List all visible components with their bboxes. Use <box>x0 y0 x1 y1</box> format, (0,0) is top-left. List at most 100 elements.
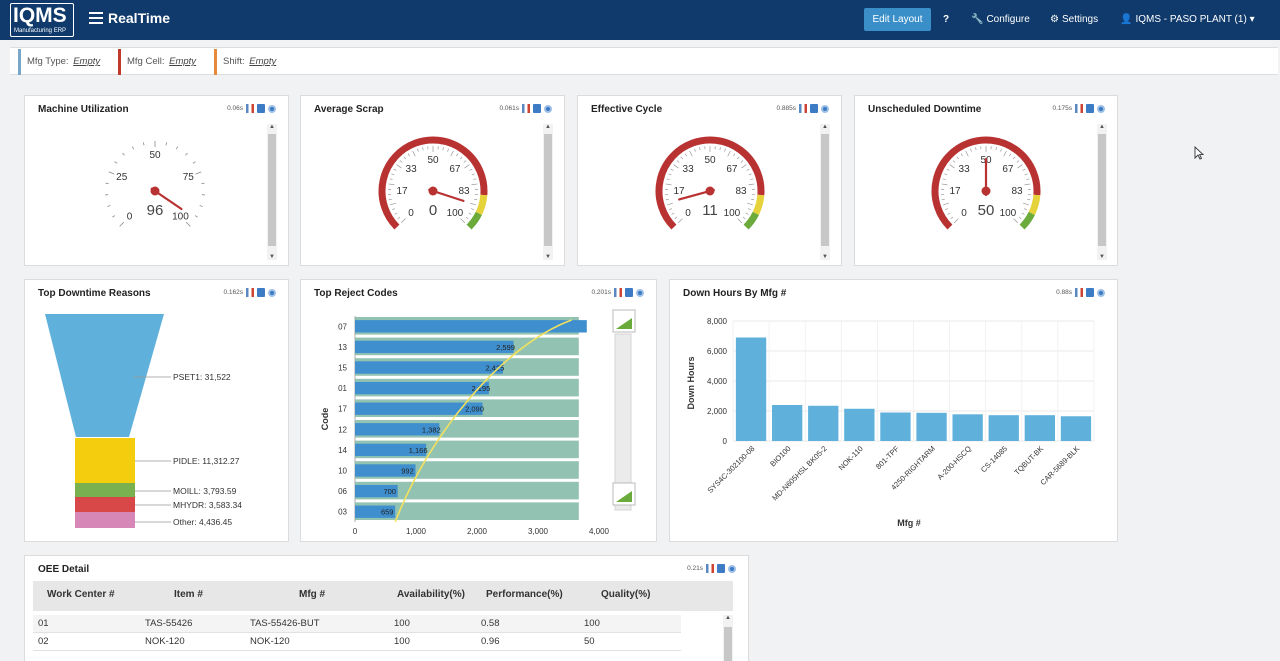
gauge-tick <box>397 216 401 220</box>
document-icon[interactable] <box>257 288 265 297</box>
caret-down-icon: ▾ <box>1249 14 1255 25</box>
column-header[interactable]: Quality(%) <box>601 589 651 600</box>
table-row[interactable]: 02 NOK-120 NOK-120 100 0.96 50 <box>33 633 681 651</box>
configure-button[interactable]: 🔧 Configure <box>971 14 1030 25</box>
widget-settings-icon[interactable] <box>728 564 736 573</box>
gauge-band-yellow <box>1028 194 1041 215</box>
flag-icon[interactable] <box>1075 288 1083 297</box>
load-time: 0.885s <box>776 105 796 112</box>
widget-settings-icon[interactable] <box>1097 104 1105 113</box>
widget-settings-icon[interactable] <box>268 104 276 113</box>
scrollbar[interactable]: ▲ ▼ <box>820 124 830 260</box>
widget-settings-icon[interactable] <box>1097 288 1105 297</box>
widget-effective-cycle: Effective Cycle 0.885s 0 17 33 50 67 83 100 11 … <box>577 95 842 266</box>
gauge-tick <box>388 198 392 201</box>
funnel-label: MHYDR: 3,583.34 <box>173 500 242 510</box>
gauge-tick <box>1017 164 1023 169</box>
scroll-down-icon[interactable]: ▼ <box>1099 254 1105 260</box>
gauge-tick-label: 83 <box>735 186 747 197</box>
scroll-thumb[interactable] <box>544 134 552 246</box>
filter-label: Shift: <box>223 56 245 67</box>
gauge-tick <box>460 218 466 224</box>
gauge-tick <box>1009 153 1012 157</box>
flag-icon[interactable] <box>799 104 807 113</box>
gauge-tick <box>470 208 475 211</box>
widget-title: Top Downtime Reasons <box>38 288 151 299</box>
document-icon[interactable] <box>257 104 265 113</box>
document-icon[interactable] <box>1086 288 1094 297</box>
scroll-up-icon[interactable]: ▲ <box>725 615 731 621</box>
scrollbar[interactable]: ▲ ▼ <box>1097 124 1107 260</box>
gauge-tick-label: 17 <box>673 186 685 197</box>
column-header[interactable]: Work Center # <box>47 589 115 600</box>
filter-value[interactable]: Empty <box>73 56 101 67</box>
flag-icon[interactable] <box>614 288 622 297</box>
scroll-track <box>614 333 632 511</box>
column-header[interactable]: Mfg # <box>299 589 326 600</box>
gauge-tick-label: 100 <box>447 208 464 219</box>
scroll-thumb[interactable] <box>268 134 276 246</box>
flag-icon[interactable] <box>246 104 254 113</box>
widget-settings-icon[interactable] <box>821 104 829 113</box>
gauge-tick <box>114 161 118 164</box>
document-icon[interactable] <box>1086 104 1094 113</box>
widget-settings-icon[interactable] <box>636 288 644 297</box>
bar-value-label: 2,195 <box>472 384 491 393</box>
gauge-tick <box>943 202 950 206</box>
settings-button[interactable]: ⚙ Settings <box>1050 14 1098 25</box>
gauge-tick <box>740 160 744 163</box>
gauge-tick <box>670 168 674 171</box>
scroll-thumb[interactable] <box>821 134 829 246</box>
user-menu[interactable]: 👤 IQMS - PASO PLANT (1) ▾ <box>1120 14 1255 25</box>
document-icon[interactable] <box>625 288 633 297</box>
gauge-tick <box>952 160 956 163</box>
table-cell: 0.96 <box>481 636 500 647</box>
document-icon[interactable] <box>533 104 541 113</box>
scrollbar[interactable]: ▲ <box>723 615 733 661</box>
flag-icon[interactable] <box>706 564 714 573</box>
gauge-tick <box>185 152 188 156</box>
hamburger-menu-icon[interactable] <box>89 12 103 24</box>
gauge-tick <box>748 183 755 186</box>
x-tick-label: SYS4C-302100-08 <box>706 444 757 495</box>
help-button[interactable]: ? <box>943 14 950 25</box>
scroll-down-icon[interactable]: ▼ <box>269 254 275 260</box>
scroll-thumb[interactable] <box>1098 134 1106 246</box>
scroll-up-icon[interactable]: ▲ <box>822 124 828 130</box>
document-icon[interactable] <box>717 564 725 573</box>
edit-layout-button[interactable]: Edit Layout <box>864 8 931 31</box>
scrollbar[interactable]: ▲ ▼ <box>267 124 277 260</box>
scroll-up-icon[interactable]: ▲ <box>1099 124 1105 130</box>
filter-value[interactable]: Empty <box>169 56 197 67</box>
scroll-down-icon[interactable]: ▼ <box>822 254 828 260</box>
gauge-tick-label: 100 <box>1000 208 1017 219</box>
table-row[interactable]: 01 TAS-55426 TAS-55426-BUT 100 0.58 100 <box>33 615 681 633</box>
gauge-tick <box>751 198 755 201</box>
gauge-tick <box>403 156 406 160</box>
widget-settings-icon[interactable] <box>268 288 276 297</box>
filter-value[interactable]: Empty <box>249 56 277 67</box>
flag-icon[interactable] <box>1075 104 1083 113</box>
filter-mfg-cell[interactable]: Mfg Cell: Empty <box>118 49 196 75</box>
flag-icon[interactable] <box>522 104 530 113</box>
widget-settings-icon[interactable] <box>544 104 552 113</box>
column-header[interactable]: Item # <box>174 589 203 600</box>
x-tick-label: TQBUT-BK <box>1012 444 1045 477</box>
scroll-down-icon[interactable]: ▼ <box>545 254 551 260</box>
column-header[interactable]: Performance(%) <box>486 589 563 600</box>
gauge-value: 0 <box>429 202 437 219</box>
column-header[interactable]: Availability(%) <box>397 589 465 600</box>
table-cell: TAS-55426 <box>145 618 193 629</box>
scrollbar[interactable]: ▲ ▼ <box>543 124 553 260</box>
iqms-logo[interactable]: IQMS Manufacturing ERP <box>10 3 74 37</box>
filter-shift[interactable]: Shift: Empty <box>214 49 276 75</box>
scroll-thumb[interactable] <box>724 627 732 661</box>
document-icon[interactable] <box>810 104 818 113</box>
gauge-band-yellow <box>475 194 488 215</box>
scroll-up-icon[interactable]: ▲ <box>545 124 551 130</box>
filter-mfg-type[interactable]: Mfg Type: Empty <box>18 49 100 75</box>
gauge-tick <box>442 147 444 151</box>
scroll-up-icon[interactable]: ▲ <box>269 124 275 130</box>
flag-icon[interactable] <box>246 288 254 297</box>
